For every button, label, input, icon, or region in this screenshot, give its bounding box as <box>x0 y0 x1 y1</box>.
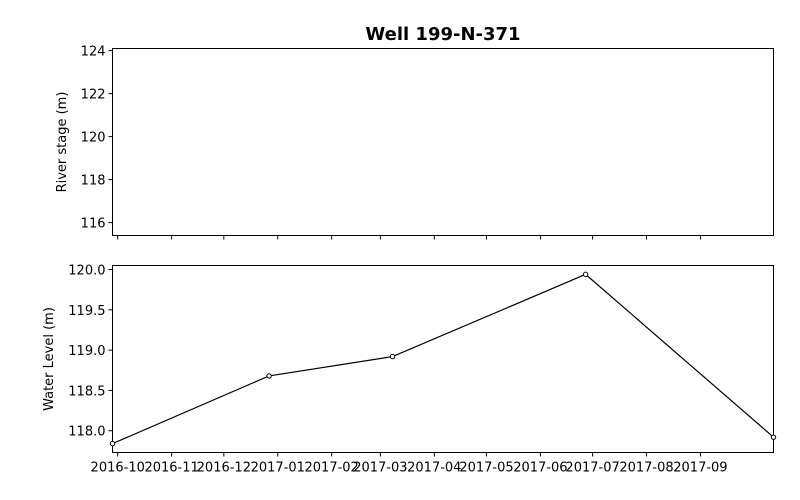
x-tick-label: 2016-11 <box>144 461 198 476</box>
y-tick-label: 118.5 <box>68 384 105 399</box>
x-tick-label: 2017-08 <box>619 461 673 476</box>
x-tick-label: 2017-02 <box>305 461 359 476</box>
water-level-point <box>266 373 272 379</box>
x-tick-label: 2017-05 <box>459 461 513 476</box>
y-tick-label: 118.0 <box>68 425 105 440</box>
x-tick-label: 2017-09 <box>673 461 727 476</box>
y-tick-label: 119.5 <box>68 304 105 319</box>
x-tick-label: 2016-10 <box>91 461 145 476</box>
x-tick-label: 2017-01 <box>251 461 305 476</box>
water-level-y-ticks: 118.0 118.5 119.0 119.5 120.0 <box>68 264 113 440</box>
river-stage-y-ticks: 116 118 120 122 124 <box>81 45 113 232</box>
water-level-y-axis-label: Water Level (m) <box>42 307 57 411</box>
water-level-series <box>109 271 777 447</box>
x-tick-label: 2017-06 <box>513 461 567 476</box>
water-level-axes: 118.0 118.5 119.0 119.5 120.0 2016-10 2016-11… <box>42 264 777 476</box>
water-level-point <box>582 271 589 278</box>
x-tick-label: 2017-03 <box>353 461 407 476</box>
y-tick-label: 120 <box>81 131 106 146</box>
y-tick-label: 120.0 <box>68 264 105 279</box>
x-tick-label: 2017-04 <box>407 461 461 476</box>
y-tick-label: 119.0 <box>68 344 105 359</box>
chart-title: Well 199-N-371 <box>365 24 520 45</box>
water-level-plot-frame <box>112 265 774 453</box>
water-level-point <box>109 440 116 447</box>
river-stage-y-axis-label: River stage (m) <box>55 92 70 193</box>
river-stage-x-ticks <box>117 235 701 240</box>
y-tick-label: 118 <box>81 174 106 189</box>
water-level-point <box>770 434 777 440</box>
y-tick-label: 116 <box>81 217 106 232</box>
y-tick-label: 122 <box>81 88 106 103</box>
x-tick-label: 2017-07 <box>565 461 619 476</box>
x-tick-label: 2016-12 <box>197 461 251 476</box>
water-level-point <box>389 353 396 360</box>
river-stage-axes: 116 118 120 122 124 River stage (m) <box>55 45 774 240</box>
y-tick-label: 124 <box>81 45 106 60</box>
river-stage-plot-frame <box>112 48 774 236</box>
